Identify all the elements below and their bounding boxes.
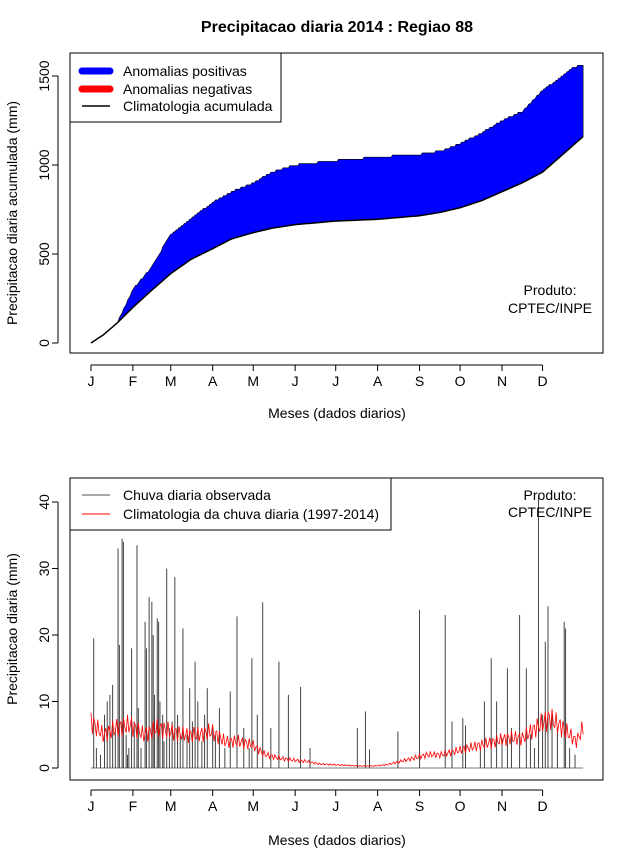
x-tick-label: N <box>497 373 507 389</box>
x-tick-label: D <box>538 373 548 389</box>
figure-title: Precipitacao diaria 2014 : Regiao 88 <box>201 19 473 36</box>
axes: J F M A M J J A S O N D 0 10 20 30 40 <box>36 494 548 814</box>
x-tick-label: F <box>129 798 138 814</box>
x-tick-label: M <box>165 798 177 814</box>
x-tick-label: J <box>292 798 299 814</box>
x-tick-label: S <box>415 798 424 814</box>
x-tick-label: M <box>165 373 177 389</box>
annotation-cptec: CPTEC/INPE <box>508 300 592 316</box>
x-tick-label: S <box>415 373 424 389</box>
legend-label: Anomalias negativas <box>123 81 252 97</box>
x-tick-label: A <box>208 798 218 814</box>
y-tick-label: 1500 <box>36 60 52 91</box>
daily-panel: Precipitacao diaria (mm) Meses (dados di… <box>4 477 604 848</box>
x-tick-label: O <box>455 798 466 814</box>
climatology-cumulative-line <box>90 135 584 344</box>
x-tick-label: J <box>88 798 95 814</box>
legend-label: Climatologia da chuva diaria (1997-2014) <box>123 506 379 522</box>
plot-area <box>90 65 584 344</box>
y-tick-label: 1000 <box>36 149 52 180</box>
y-axis-label: Precipitacao diaria (mm) <box>4 553 20 705</box>
x-tick-label: A <box>208 373 218 389</box>
y-tick-label: 0 <box>36 339 52 347</box>
y-tick-label: 10 <box>36 694 52 710</box>
legend-label: Chuva diaria observada <box>123 487 271 503</box>
x-tick-label: J <box>332 798 339 814</box>
x-tick-label: A <box>373 373 383 389</box>
x-axis-label: Meses (dados diarios) <box>268 832 406 848</box>
annotation-produto: Produto: <box>524 487 577 503</box>
y-tick-label: 20 <box>36 627 52 643</box>
x-tick-label: O <box>455 373 466 389</box>
x-tick-label: J <box>332 373 339 389</box>
plot-area <box>90 496 584 769</box>
x-tick-label: J <box>88 373 95 389</box>
axes: J F M A M J J A S O N D 0 500 1000 1500 <box>36 60 548 389</box>
x-tick-label: A <box>373 798 383 814</box>
x-tick-label: D <box>538 798 548 814</box>
legend-label: Anomalias positivas <box>123 63 247 79</box>
y-tick-label: 0 <box>36 764 52 772</box>
legend: Anomalias positivas Anomalias negativas … <box>69 52 282 123</box>
legend: Chuva diaria observada Climatologia da c… <box>69 477 392 531</box>
x-tick-label: J <box>292 373 299 389</box>
y-tick-label: 30 <box>36 561 52 577</box>
y-axis-label: Precipitacao diaria acumulada (mm) <box>4 101 20 325</box>
x-axis-label: Meses (dados diarios) <box>268 405 406 421</box>
x-tick-label: N <box>497 798 507 814</box>
x-tick-label: M <box>247 373 259 389</box>
legend-label: Climatologia acumulada <box>123 98 273 114</box>
cumulative-panel: Precipitacao diaria acumulada (mm) Meses… <box>4 52 604 421</box>
plot-frame <box>69 52 604 354</box>
x-tick-label: M <box>247 798 259 814</box>
climatology-daily-line <box>90 708 584 767</box>
y-tick-label: 40 <box>36 494 52 510</box>
x-tick-label: F <box>129 373 138 389</box>
annotation-produto: Produto: <box>524 282 577 298</box>
annotation-cptec: CPTEC/INPE <box>508 504 592 520</box>
legend-box <box>69 477 392 531</box>
y-tick-label: 500 <box>36 242 52 266</box>
